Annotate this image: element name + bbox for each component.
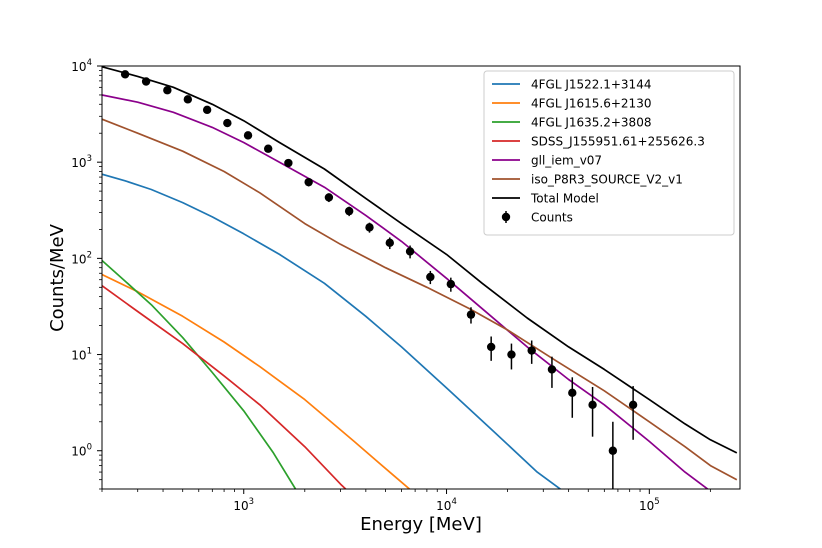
series-line-4fgl-j1615-6-2130 [102,273,411,489]
counts-point [405,245,415,259]
legend-entry: 4FGL J1615.6+2130 [492,97,651,111]
counts-point [466,307,476,324]
x-tick-label: 105 [639,497,660,513]
counts-marker [446,279,456,289]
counts-marker [628,400,638,410]
counts-point [446,277,456,292]
counts-point [344,206,354,217]
counts-point [243,131,253,140]
legend-entry: 4FGL J1522.1+3144 [492,78,651,92]
counts-marker [547,365,557,374]
counts-point [284,158,293,168]
counts-marker [304,177,313,187]
legend-entry: 4FGL J1635.2+3808 [492,116,651,130]
legend-entry: SDSS_J155951.61+255626.3 [492,135,705,149]
counts-point [608,421,618,489]
counts-point [163,86,172,95]
counts-point [507,343,516,370]
counts-marker [426,272,435,282]
counts-marker [527,346,536,355]
counts-marker [588,400,597,410]
series-line-sdss-j155951-61-255626-3 [102,285,347,489]
counts-point [527,340,536,364]
counts-point [385,237,394,250]
counts-point [547,356,557,388]
y-tick-label: 102 [71,250,92,266]
y-tick-label: 103 [71,154,92,170]
counts-marker [141,77,151,86]
counts-point [568,377,577,418]
legend-label: gll_iem_v07 [531,154,602,168]
x-axis-ticks: 103 104 105 [101,489,711,513]
legend-label: 4FGL J1615.6+2130 [531,97,651,111]
counts-marker [365,223,374,232]
legend-entry: Total Model [492,192,599,206]
x-axis-title: Energy [MeV] [360,514,482,535]
counts-marker [324,193,334,202]
counts-point [263,144,273,153]
counts-point [588,386,597,437]
legend-label: iso_P8R3_SOURCE_V2_v1 [531,173,683,187]
counts-point [202,105,212,115]
legend-entry-counts: Counts [501,211,573,225]
legend-marker-swatch [501,212,511,222]
series-line-total-model [102,66,738,454]
counts-point [223,118,232,128]
legend-label: Counts [531,211,573,225]
counts-marker [405,247,415,256]
counts-point [120,70,130,79]
series-line-iso-p8r3-source-v2-v1 [102,118,738,481]
y-axis-title: Counts/MeV [47,223,68,332]
counts-marker [243,131,253,140]
counts-layer [120,70,638,489]
x-tick-label: 103 [233,497,254,513]
counts-point [426,270,435,285]
counts-point [141,77,151,86]
plot-frame [101,65,741,490]
series-layer [102,66,738,489]
legend-label: 4FGL J1522.1+3144 [531,78,651,92]
counts-marker [163,86,172,95]
counts-point [183,95,193,104]
legend: 4FGL J1522.1+3144 4FGL J1615.6+2130 4FGL J… [483,70,735,236]
legend-label: Total Model [530,192,599,206]
counts-point [324,193,334,203]
counts-point [304,177,313,187]
legend-label: SDSS_J155951.61+255626.3 [531,135,705,149]
counts-marker [263,144,273,153]
counts-marker [284,158,293,168]
x-tick-label: 104 [436,497,457,513]
legend-entry: gll_iem_v07 [492,154,602,168]
counts-marker [202,105,212,115]
y-tick-label: 101 [71,347,92,363]
counts-marker [486,342,496,352]
counts-marker [223,118,232,128]
legend-label: 4FGL J1635.2+3808 [531,116,651,130]
counts-marker [466,310,476,319]
counts-marker [568,388,577,398]
y-tick-label: 100 [71,443,92,459]
counts-point [365,222,374,233]
series-line-gll-iem-v07 [102,94,710,489]
counts-marker [344,206,354,216]
y-tick-label: 104 [71,58,92,74]
counts-marker [183,95,193,104]
counts-marker [507,350,516,359]
series-line-4fgl-j1635-2-3808 [102,259,297,489]
y-axis-ticks: 100 101 102 103 104 [71,58,102,490]
counts-point [486,336,496,361]
legend-entry: iso_P8R3_SOURCE_V2_v1 [492,173,683,187]
legend-box [483,70,735,236]
counts-marker [385,238,394,248]
counts-marker [120,70,130,79]
counts-point [628,386,638,440]
series-line-4fgl-j1522-1-3144 [102,173,562,489]
counts-marker [608,446,618,455]
